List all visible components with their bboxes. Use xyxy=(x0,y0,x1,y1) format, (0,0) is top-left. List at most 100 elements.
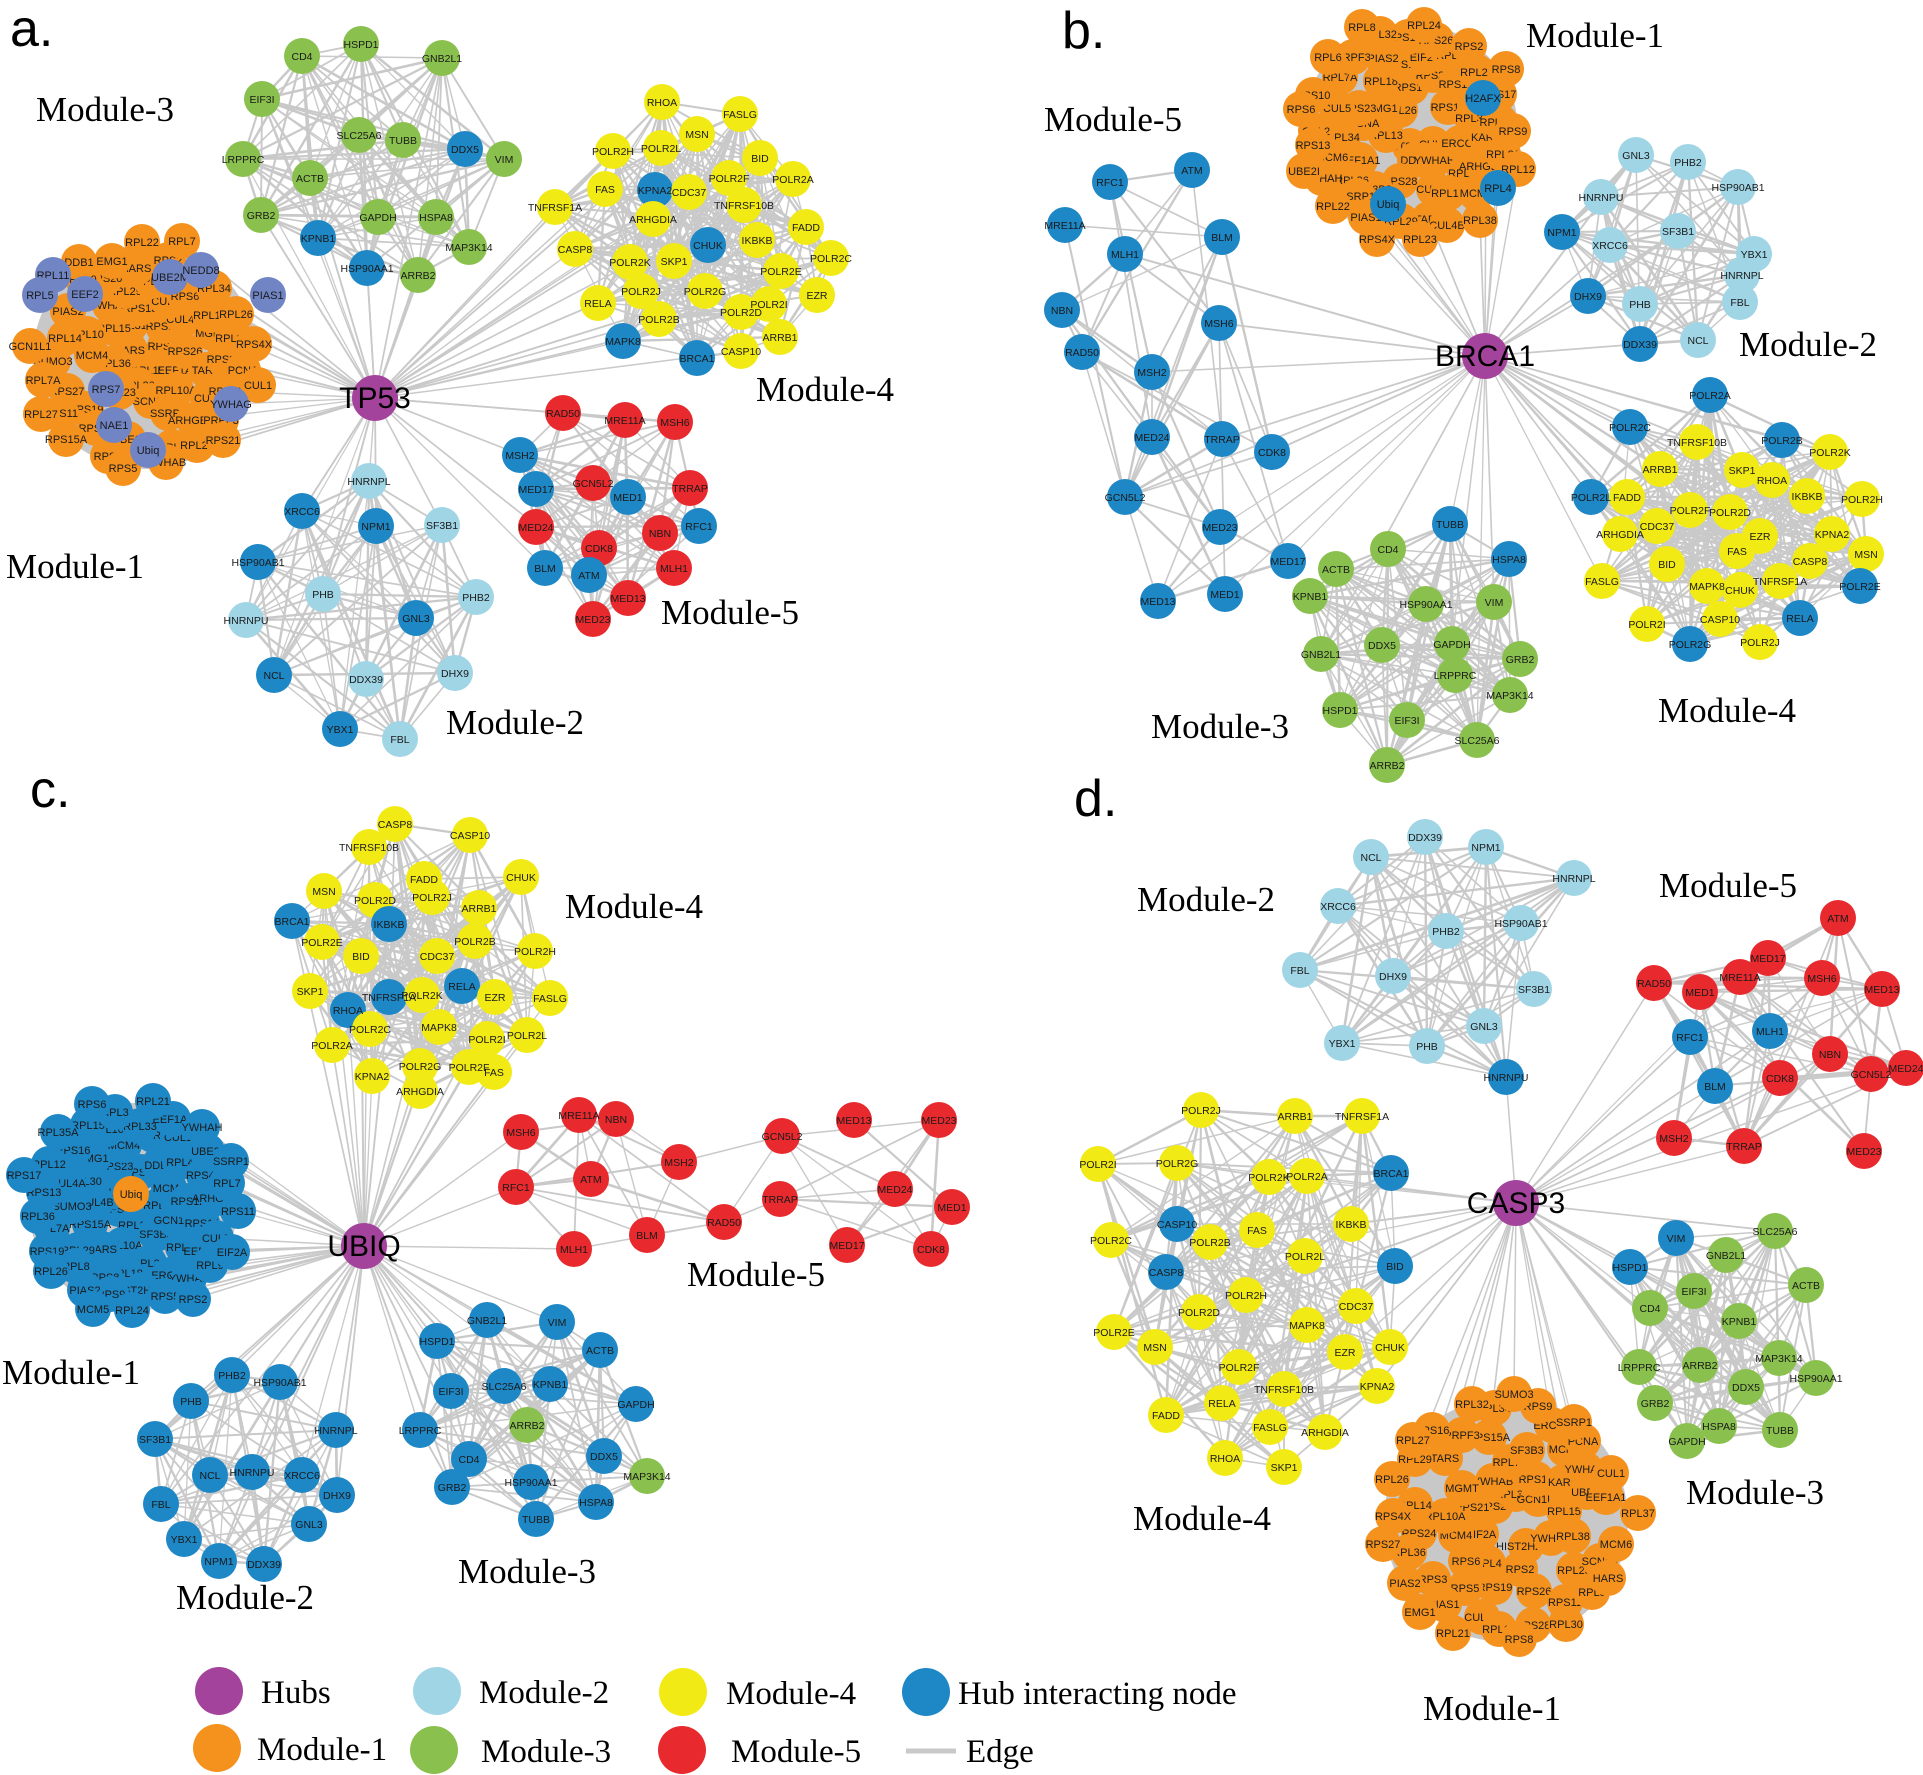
svg-text:HNRNPL: HNRNPL xyxy=(314,1425,357,1437)
svg-text:IKBKB: IKBKB xyxy=(742,235,773,247)
svg-text:RPL27: RPL27 xyxy=(1460,67,1494,79)
svg-text:EEF1A1: EEF1A1 xyxy=(153,1114,194,1126)
svg-text:FADD: FADD xyxy=(410,874,438,886)
svg-text:PHB: PHB xyxy=(1629,299,1651,311)
svg-text:RPS6: RPS6 xyxy=(1452,1556,1481,1568)
svg-text:RPL21: RPL21 xyxy=(136,1096,170,1108)
svg-text:GCN5L2: GCN5L2 xyxy=(762,1131,803,1143)
svg-text:PIAS2: PIAS2 xyxy=(1389,1578,1420,1590)
svg-text:DDX5: DDX5 xyxy=(590,1451,618,1463)
svg-text:RAD50: RAD50 xyxy=(1065,347,1099,359)
svg-text:POLR2F: POLR2F xyxy=(1670,505,1711,517)
svg-text:MLH1: MLH1 xyxy=(560,1244,588,1256)
svg-text:POLR2K: POLR2K xyxy=(401,990,442,1002)
svg-text:CASP8: CASP8 xyxy=(1793,556,1828,568)
svg-text:MSN: MSN xyxy=(685,129,708,141)
svg-text:RPL29: RPL29 xyxy=(1398,1454,1432,1466)
svg-text:RPL22: RPL22 xyxy=(1316,201,1350,213)
svg-text:DHX9: DHX9 xyxy=(1379,971,1407,983)
svg-text:Module-5: Module-5 xyxy=(1659,866,1797,905)
svg-text:GNL3: GNL3 xyxy=(1622,150,1650,162)
svg-text:RPS6: RPS6 xyxy=(78,1099,107,1111)
svg-text:RPL6: RPL6 xyxy=(1314,52,1342,64)
svg-text:HSP90AA1: HSP90AA1 xyxy=(1789,1373,1842,1385)
svg-text:RPL26: RPL26 xyxy=(219,309,253,321)
svg-text:FASLG: FASLG xyxy=(1253,1422,1287,1434)
svg-text:RFC1: RFC1 xyxy=(1676,1032,1704,1044)
svg-text:MED17: MED17 xyxy=(1750,953,1785,965)
svg-text:IKBKB: IKBKB xyxy=(1336,1219,1367,1231)
svg-text:GNL3: GNL3 xyxy=(402,613,430,625)
svg-text:HSP90AA1: HSP90AA1 xyxy=(504,1477,557,1489)
svg-text:SF3B1: SF3B1 xyxy=(426,520,458,532)
svg-text:RPL12: RPL12 xyxy=(1501,164,1535,176)
svg-text:Module-4: Module-4 xyxy=(1658,691,1796,730)
svg-text:MSH6: MSH6 xyxy=(506,1127,535,1139)
svg-text:PRPF3: PRPF3 xyxy=(1444,1430,1479,1442)
svg-text:Module-4: Module-4 xyxy=(565,887,703,926)
svg-text:MRE11A: MRE11A xyxy=(558,1110,599,1122)
svg-text:RPS2: RPS2 xyxy=(179,1294,208,1306)
svg-text:ACTB: ACTB xyxy=(296,173,324,185)
svg-text:RPL14: RPL14 xyxy=(48,333,82,345)
svg-text:CASP8: CASP8 xyxy=(378,819,413,831)
svg-text:POLR2E: POLR2E xyxy=(760,266,801,278)
svg-text:RPL32: RPL32 xyxy=(1455,1399,1489,1411)
svg-text:POLR2D: POLR2D xyxy=(1178,1307,1220,1319)
svg-text:CDC37: CDC37 xyxy=(420,951,455,963)
svg-text:POLR2J: POLR2J xyxy=(412,892,452,904)
svg-text:RPL38: RPL38 xyxy=(1556,1531,1590,1543)
svg-text:CUL4B: CUL4B xyxy=(1429,220,1464,232)
svg-text:SSRP1: SSRP1 xyxy=(213,1156,249,1168)
svg-text:MLH1: MLH1 xyxy=(660,563,688,575)
svg-text:POLR2D: POLR2D xyxy=(354,895,396,907)
svg-text:CUL5: CUL5 xyxy=(1323,103,1351,115)
svg-text:ARRB2: ARRB2 xyxy=(400,270,435,282)
svg-text:MED23: MED23 xyxy=(575,614,610,626)
svg-text:RPL27: RPL27 xyxy=(24,409,58,421)
svg-text:POLR2L: POLR2L xyxy=(507,1030,547,1042)
svg-text:POLR2A: POLR2A xyxy=(1286,1171,1327,1183)
svg-text:Module-5: Module-5 xyxy=(1044,100,1182,139)
svg-text:CUL1: CUL1 xyxy=(1597,1468,1625,1480)
svg-text:RHOA: RHOA xyxy=(1757,475,1787,487)
svg-text:TNFRSF10B: TNFRSF10B xyxy=(339,842,399,854)
svg-text:MSH2: MSH2 xyxy=(1659,1133,1688,1145)
svg-text:EZR: EZR xyxy=(1335,1347,1356,1359)
svg-text:POLR2G: POLR2G xyxy=(1156,1158,1199,1170)
svg-text:NCL: NCL xyxy=(199,1470,220,1482)
svg-text:Module-3: Module-3 xyxy=(1686,1473,1824,1512)
svg-text:EMG1: EMG1 xyxy=(1404,1607,1435,1619)
svg-text:MSH2: MSH2 xyxy=(505,450,534,462)
svg-text:TNFRSF10B: TNFRSF10B xyxy=(1667,437,1727,449)
svg-text:HSPD1: HSPD1 xyxy=(419,1336,454,1348)
svg-text:Module-1: Module-1 xyxy=(6,547,144,586)
svg-text:FBL: FBL xyxy=(151,1499,170,1511)
svg-text:HSPA8: HSPA8 xyxy=(1492,554,1526,566)
svg-text:MCM5: MCM5 xyxy=(77,1304,109,1316)
svg-text:ARHGDIA: ARHGDIA xyxy=(1596,529,1644,541)
svg-text:TUBB: TUBB xyxy=(389,135,417,147)
svg-text:RPL15: RPL15 xyxy=(1547,1506,1581,1518)
svg-text:MSN: MSN xyxy=(1854,549,1877,561)
svg-text:SF3B1: SF3B1 xyxy=(1662,226,1694,238)
svg-text:RPL21: RPL21 xyxy=(1436,1628,1470,1640)
svg-text:KPNB1: KPNB1 xyxy=(301,233,336,245)
svg-text:HSP90AB1: HSP90AB1 xyxy=(231,557,284,569)
svg-text:RPS5: RPS5 xyxy=(151,1291,180,1303)
svg-text:RPS10: RPS10 xyxy=(1519,1474,1554,1486)
svg-text:NAE1: NAE1 xyxy=(100,420,129,432)
svg-text:POLR2H: POLR2H xyxy=(514,946,556,958)
svg-text:ATM: ATM xyxy=(580,1174,601,1186)
svg-text:ARRB2: ARRB2 xyxy=(509,1420,544,1432)
svg-text:MSN: MSN xyxy=(312,886,335,898)
svg-text:RPS2: RPS2 xyxy=(1455,41,1484,53)
svg-text:FBL: FBL xyxy=(1290,965,1309,977)
svg-text:HSPD1: HSPD1 xyxy=(1612,1262,1647,1274)
svg-text:RPL24: RPL24 xyxy=(1407,20,1441,32)
svg-text:GAPDH: GAPDH xyxy=(359,212,396,224)
svg-text:FASLG: FASLG xyxy=(723,109,757,121)
svg-text:EZR: EZR xyxy=(807,290,828,302)
svg-text:MAPK8: MAPK8 xyxy=(1289,1320,1325,1332)
svg-text:RPS4X: RPS4X xyxy=(236,339,273,351)
